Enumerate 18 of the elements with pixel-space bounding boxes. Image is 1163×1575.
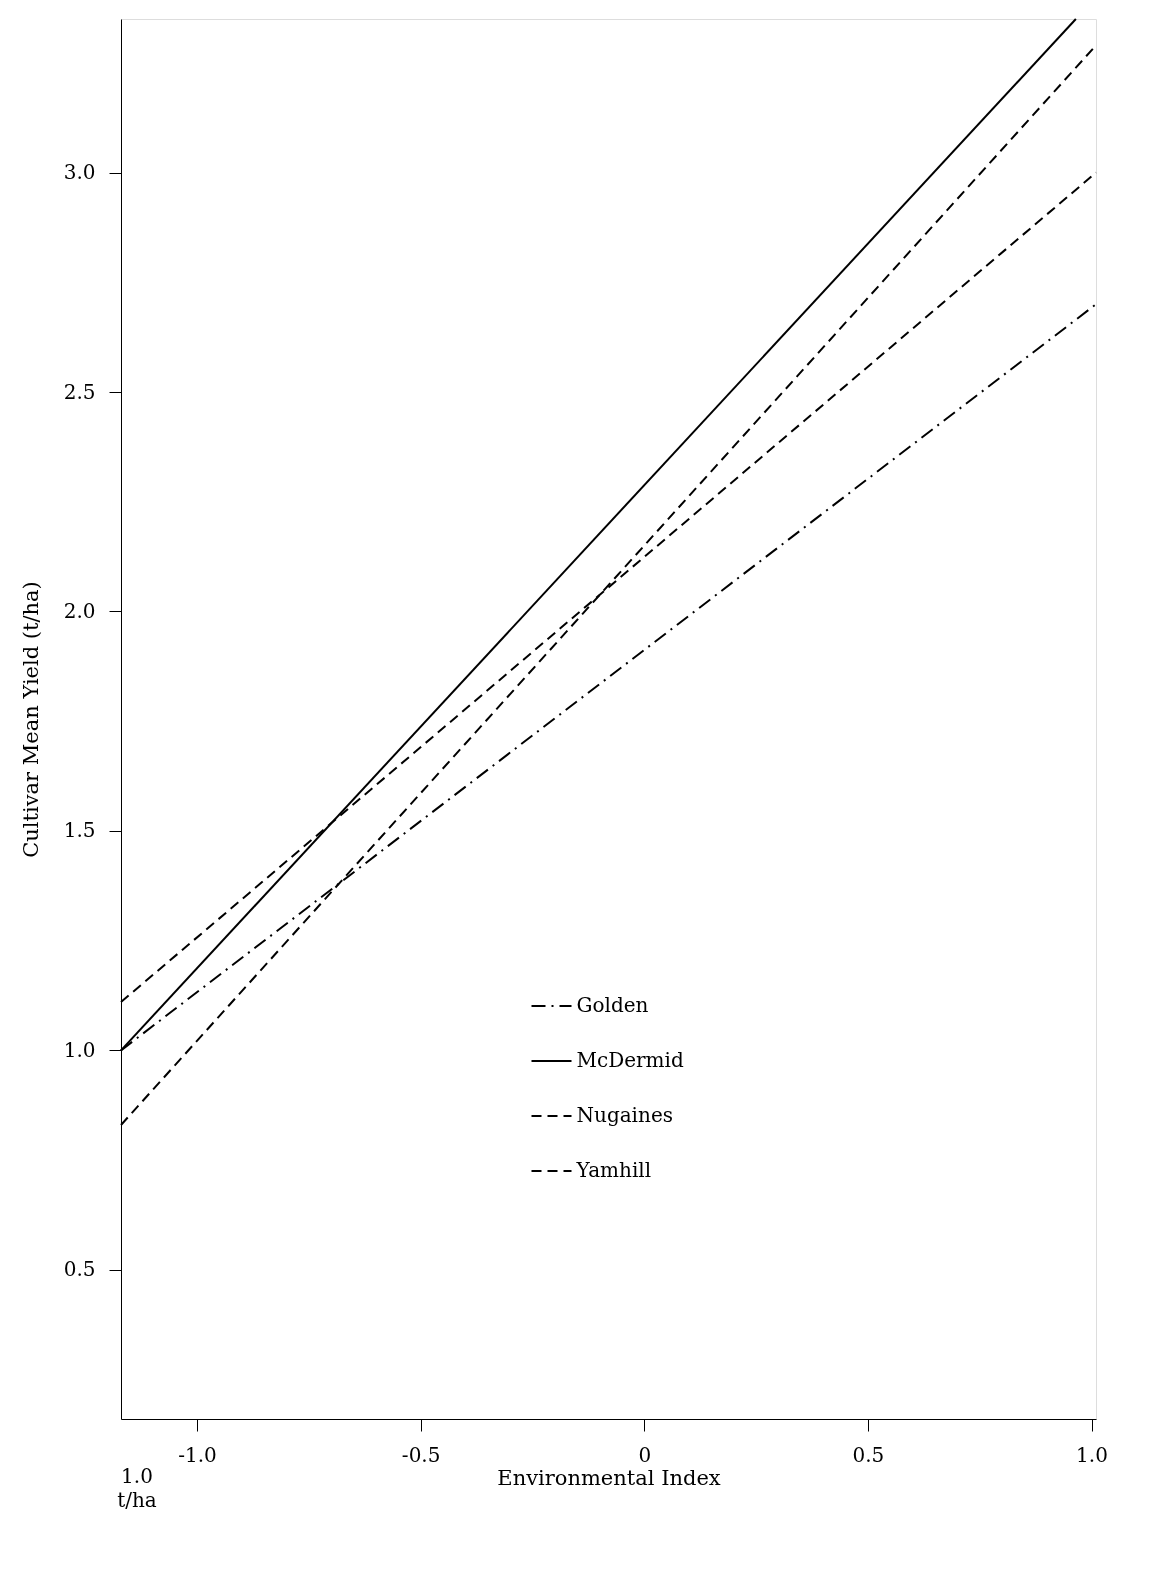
- x-tick-label: 0: [638, 1442, 652, 1467]
- y-axis-title: Cultivar Mean Yield (t/ha): [18, 581, 43, 858]
- legend-label: McDermid: [576, 1048, 684, 1072]
- legend-label: Golden: [576, 993, 649, 1017]
- y-tick-label: 1.0: [63, 1037, 96, 1062]
- y-tick-label: 1.5: [63, 818, 96, 843]
- legend-label: Nugaines: [576, 1103, 673, 1127]
- y-tick-label: 3.0: [63, 160, 96, 185]
- x-axis-title: Environmental Index: [497, 1465, 721, 1490]
- text: 1.0 t/ha: [117, 1464, 157, 1512]
- x-tick-label: -0.5: [401, 1442, 441, 1467]
- y-tick-label: 2.5: [63, 379, 96, 404]
- y-tick-label: 2.0: [63, 598, 96, 623]
- x-tick-label: -1.0: [178, 1442, 217, 1467]
- x-tick-label: 1.0: [1076, 1442, 1108, 1467]
- legend-label: Yamhill: [575, 1158, 652, 1182]
- x-tick-label: 0.5: [852, 1442, 885, 1467]
- y-tick-label: 0.5: [63, 1257, 96, 1282]
